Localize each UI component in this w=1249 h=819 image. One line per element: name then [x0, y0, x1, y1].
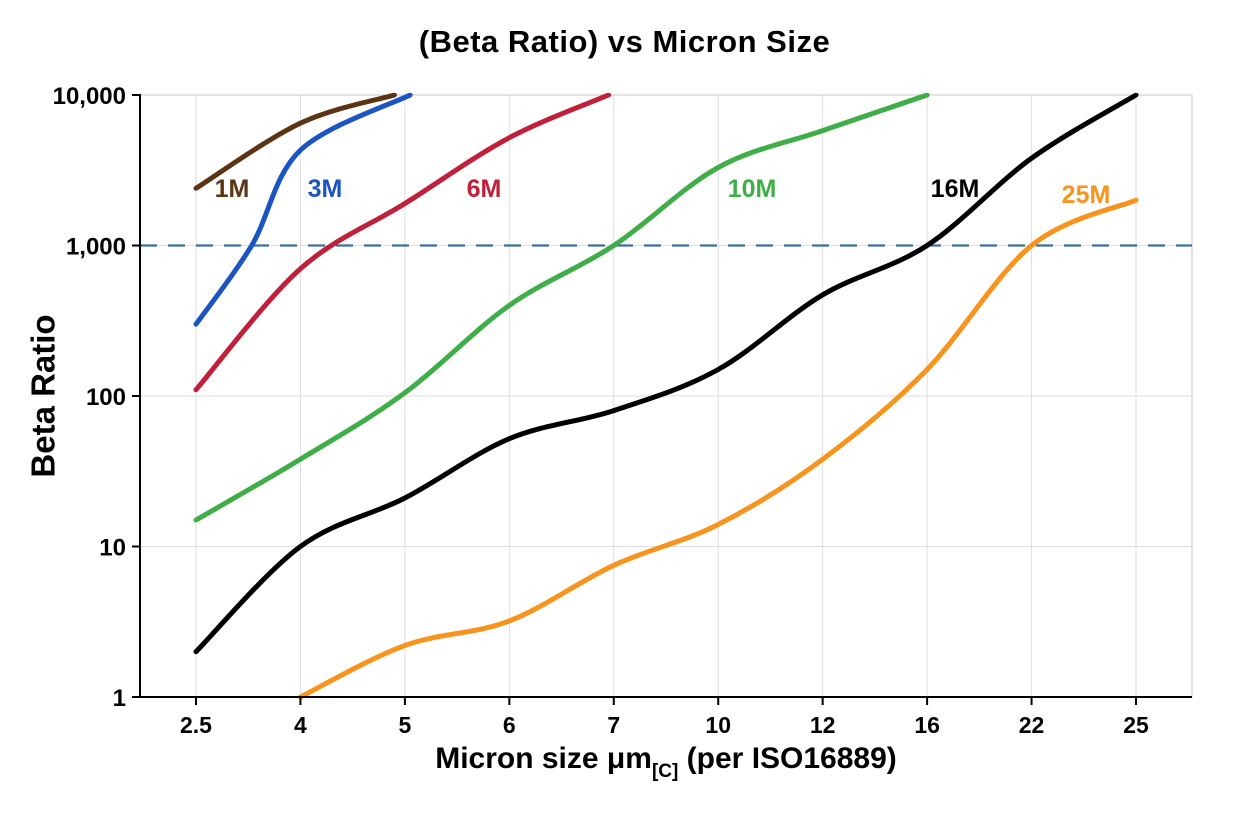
- series-line-25M: [297, 197, 1139, 699]
- x-tick-label: 2.5: [180, 712, 212, 738]
- series-label-10M: 10M: [728, 175, 777, 203]
- y-tick-label: 10,000: [53, 83, 126, 110]
- series-label-6M: 6M: [467, 175, 502, 203]
- x-tick-label: 6: [503, 712, 516, 738]
- y-tick-label: 10: [99, 535, 126, 562]
- x-tick-label: 25: [1123, 712, 1149, 738]
- x-tick-label: 22: [1019, 712, 1045, 738]
- x-axis-title: Micron size μm[C] (per ISO16889): [140, 742, 1192, 783]
- y-tick-label: 1,000: [66, 234, 126, 261]
- series-line-1M: [193, 93, 397, 191]
- chart-title: (Beta Ratio) vs Micron Size: [418, 24, 831, 59]
- series-label-1M: 1M: [215, 175, 250, 203]
- series-label-3M: 3M: [308, 175, 343, 203]
- x-tick-label: 12: [810, 712, 836, 738]
- x-axis-title-suffix: (per ISO16889): [678, 742, 897, 775]
- series-line-6M: [193, 93, 612, 393]
- series-line-3M: [193, 93, 413, 327]
- x-tick-label: 16: [914, 712, 940, 738]
- series-label-16M: 16M: [931, 175, 980, 203]
- series-label-25M: 25M: [1062, 181, 1111, 209]
- x-axis-title-subscript: [C]: [651, 761, 679, 782]
- x-tick-label: 7: [607, 712, 620, 738]
- series-line-10M: [193, 93, 930, 523]
- x-tick-label: 10: [705, 712, 731, 738]
- y-tick-label: 100: [86, 384, 126, 411]
- x-tick-label: 5: [398, 712, 411, 738]
- y-tick-label: 1: [113, 685, 126, 712]
- x-axis-title-prefix: Micron size μm: [435, 742, 652, 775]
- x-tick-label: 4: [294, 712, 307, 738]
- series-line-16M: [193, 93, 1139, 655]
